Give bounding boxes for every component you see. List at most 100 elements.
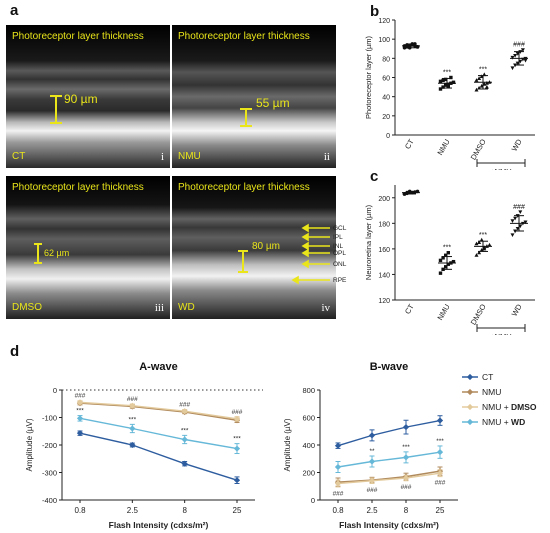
- series-nmu: [334, 466, 444, 487]
- data-point: [474, 78, 479, 82]
- x-tick-label: WD: [510, 137, 524, 153]
- data-point: [181, 436, 188, 443]
- group-nmu: [438, 75, 456, 91]
- data-point: [513, 53, 518, 58]
- data-point: [233, 477, 241, 484]
- group-label: CT: [12, 151, 26, 162]
- y-tick-label: 80: [382, 56, 390, 63]
- y-tick-label: 180: [378, 221, 390, 228]
- data-point: [484, 81, 489, 85]
- data-point: [446, 84, 450, 88]
- measure-bar: [55, 95, 57, 123]
- data-point: [487, 242, 492, 247]
- data-point: [510, 219, 515, 223]
- arrow-head: [291, 275, 299, 285]
- significance-label: ***: [479, 232, 487, 239]
- x-tick-label: NMU: [435, 303, 451, 322]
- y-tick-label: 200: [378, 196, 390, 203]
- significance-label: ***: [402, 444, 410, 451]
- y-axis-label: Neuroretina layer (µm): [364, 204, 373, 280]
- panel-letter: b: [370, 3, 379, 20]
- data-point: [76, 415, 84, 422]
- series-line: [79, 402, 238, 421]
- legend-label: CT: [482, 372, 493, 382]
- image-numeral: ii: [323, 151, 330, 163]
- legend-marker: [466, 403, 474, 411]
- measure-bar-bottom: [34, 262, 42, 264]
- significance-label: ###: [435, 479, 446, 486]
- measure-bar-bottom: [50, 122, 62, 124]
- group-label: WD: [178, 302, 195, 313]
- image-numeral: iv: [321, 302, 330, 314]
- y-tick-label: 200: [302, 469, 315, 478]
- significance-label: ###: [401, 484, 412, 491]
- arrow-head: [301, 259, 309, 269]
- data-point: [510, 66, 515, 71]
- y-tick-label: -100: [42, 414, 57, 423]
- legend-marker: [466, 418, 474, 426]
- bracket-label: +NMU: [490, 332, 511, 335]
- legend-label-prefix: NMU: [482, 387, 501, 397]
- measure-bar: [242, 250, 244, 272]
- data-point: [233, 445, 241, 452]
- x-axis-label: Flash Intensity (cdxs/m²): [109, 520, 209, 530]
- series-nmu-wd: [334, 445, 444, 473]
- data-point: [438, 79, 443, 84]
- x-tick-label: 2.5: [127, 506, 139, 515]
- series-nmu-dmso: [76, 399, 241, 422]
- layer-label-rpe: RPE: [333, 277, 347, 284]
- data-point: [444, 77, 448, 82]
- data-point: [474, 253, 479, 257]
- y-tick-label: 20: [382, 114, 390, 121]
- x-axis-label: Flash Intensity (cdxs/m²): [339, 520, 439, 530]
- data-point: [510, 55, 515, 60]
- chart-title: B-wave: [370, 361, 409, 373]
- group-dmso: [474, 72, 492, 92]
- data-point: [523, 220, 528, 225]
- legend-label-suffix: WD: [511, 417, 525, 427]
- data-point: [233, 415, 241, 422]
- legend-label-suffix: DMSO: [511, 402, 537, 412]
- measurement-label: 80 µm: [252, 241, 280, 252]
- x-tick-label: CT: [403, 137, 416, 151]
- y-axis-label: Amplitude (µV): [283, 418, 292, 471]
- data-point: [438, 271, 443, 275]
- group-wd: [510, 210, 528, 238]
- data-point: [513, 216, 518, 221]
- group-ct: [402, 189, 420, 196]
- x-tick-label: NMU: [435, 138, 451, 157]
- data-point: [477, 250, 482, 255]
- data-point: [518, 210, 523, 215]
- legend-marker: [466, 373, 474, 381]
- data-point: [446, 262, 450, 266]
- series-line: [79, 401, 238, 420]
- data-point: [446, 251, 450, 255]
- oct-bands: [6, 25, 170, 168]
- panel-a-letter: a: [10, 2, 19, 19]
- data-point: [436, 449, 444, 456]
- y-tick-label: -400: [42, 496, 57, 505]
- data-point: [438, 258, 443, 263]
- bracket-label: +NMU: [490, 167, 511, 170]
- panel-d-letter: d: [10, 343, 20, 360]
- data-point: [334, 442, 342, 449]
- y-tick-label: 400: [302, 441, 315, 450]
- x-tick-label: DMSO: [469, 302, 488, 326]
- data-point: [446, 82, 450, 86]
- measure-bar: [37, 243, 39, 263]
- oct-bands: [6, 176, 170, 319]
- significance-label: ***: [129, 416, 137, 423]
- arrow-head: [301, 248, 309, 258]
- significance-label: ###: [513, 42, 525, 49]
- y-axis-label: Photoreceptor layer (µm): [364, 35, 373, 119]
- y-tick-label: 800: [302, 386, 315, 395]
- legend-marker: [466, 388, 474, 396]
- group-nmu: [438, 251, 456, 275]
- chart-a-wave: A-wave -400 -300 -200 -100 0 Amplitude (µV) 0.8…: [25, 361, 263, 530]
- data-point: [449, 75, 453, 80]
- data-point: [129, 425, 136, 432]
- data-point: [334, 463, 342, 471]
- y-tick-label: 0: [311, 496, 315, 505]
- data-point: [181, 460, 188, 467]
- data-point: [474, 87, 479, 92]
